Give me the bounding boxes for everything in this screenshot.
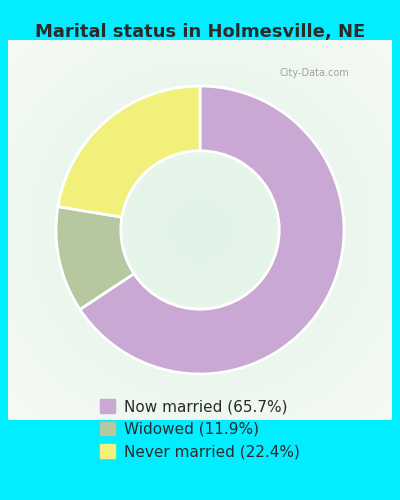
Wedge shape xyxy=(56,206,134,310)
Text: City-Data.com: City-Data.com xyxy=(279,68,349,78)
Text: Marital status in Holmesville, NE: Marital status in Holmesville, NE xyxy=(35,22,365,40)
Legend: Now married (65.7%), Widowed (11.9%), Never married (22.4%): Now married (65.7%), Widowed (11.9%), Ne… xyxy=(92,392,308,467)
Wedge shape xyxy=(58,86,200,217)
Wedge shape xyxy=(80,86,344,374)
